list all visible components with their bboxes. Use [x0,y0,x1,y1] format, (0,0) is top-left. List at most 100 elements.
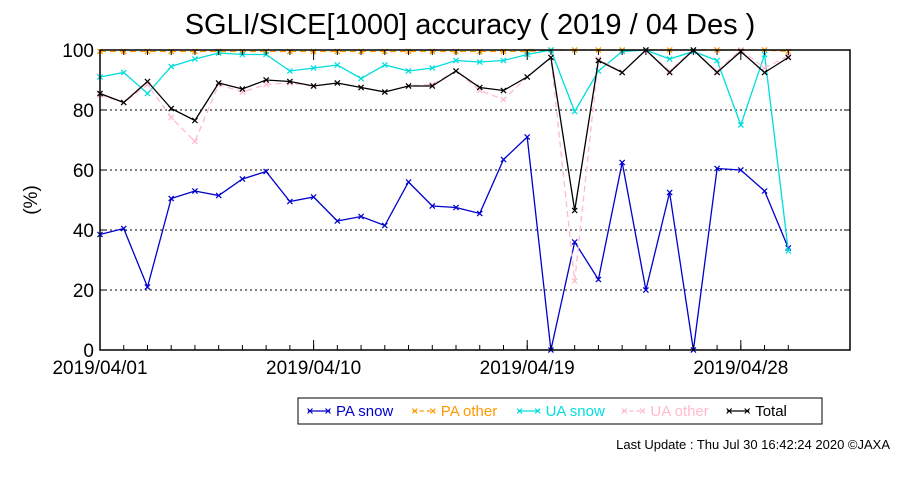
legend: PA snow PA other UA snow UA other Total [297,397,823,425]
data-point [358,84,365,91]
data-point [144,90,151,97]
series-line [99,49,789,252]
data-point [191,138,198,145]
legend-item: UA other [621,403,709,420]
data-point [168,105,175,112]
data-point [429,64,436,72]
data-point [476,58,483,66]
data-point [263,81,270,88]
data-point [168,114,175,121]
data-point [334,61,341,69]
data-point [191,117,198,124]
data-point [452,57,460,64]
data-point [452,67,460,75]
data-point [310,64,317,72]
legend-marker [639,408,646,414]
data-point [405,67,412,75]
data-point [737,166,744,174]
data-point [737,121,744,129]
y-tick-label: 0 [83,341,94,362]
data-point [168,63,175,70]
legend-item: PA snow [307,403,393,420]
y-tick-label: 20 [73,281,94,302]
series-pa-snow [96,133,792,354]
legend-item: UA snow [516,403,605,420]
axis-ticks: 0 20 40 60 80 100 2019/04/01 2019/04/10 2019/04/… [52,41,850,379]
data-point [334,217,341,225]
data-point [405,178,412,186]
data-point [547,54,554,61]
legend-label: UA snow [546,403,605,420]
legend-marker [325,408,331,414]
series-lines [96,46,792,354]
y-tick-label: 80 [73,101,94,122]
x-tick-label: 2019/04/10 [266,358,361,379]
data-point [239,175,246,183]
data-point [500,156,507,163]
legend-marker [744,408,751,414]
data-point [571,238,578,246]
data-point [761,64,768,72]
data-point [429,202,436,210]
legend-marker [429,408,436,414]
data-point [571,277,578,285]
data-point [429,82,436,90]
data-point [358,213,365,220]
data-point [524,73,531,81]
data-point [334,79,341,87]
data-point [500,57,507,64]
data-point [571,108,578,115]
data-point [144,283,151,291]
y-tick-label: 40 [73,221,94,242]
data-point [785,54,792,61]
data-point [761,69,768,76]
data-point [595,57,602,64]
legend-label: UA other [650,403,708,420]
data-point [358,75,365,82]
data-point [714,67,721,75]
data-point [144,78,151,85]
data-point [263,76,270,84]
legend-marker [534,408,541,414]
data-point [500,96,507,103]
series-ua-other [96,46,792,285]
legend-label: Total [755,403,787,420]
data-point [286,67,293,75]
data-point [191,55,198,63]
legend-label: PA other [441,403,497,420]
x-tick-label: 2019/04/19 [480,358,575,379]
data-point [405,82,412,90]
data-point [595,276,602,283]
legend-marker [516,408,523,414]
data-point [310,82,317,90]
legend-label: PA snow [336,403,393,420]
legend-item: Total [726,403,787,420]
legend-marker [621,408,628,414]
chart-title: SGLI/SICE[1000] accuracy ( 2019 / 04 Des… [185,9,756,41]
y-axis-label: (%) [21,185,42,215]
data-point [666,69,673,76]
data-point [263,168,270,175]
data-point [714,165,721,172]
data-point [785,52,792,60]
data-point [310,193,317,201]
y-tick-label: 60 [73,161,94,182]
grid-lines [100,109,850,291]
data-point [381,222,388,229]
data-point [381,88,388,96]
series-line [99,135,789,351]
data-point [286,78,293,85]
data-point [452,204,460,211]
data-point [642,286,649,294]
data-point [619,159,626,166]
x-tick-label: 2019/04/28 [693,358,788,379]
data-point [785,247,792,255]
data-point [191,187,198,195]
data-point [524,133,531,141]
data-point [619,69,626,76]
data-point [666,67,673,75]
data-point [239,85,246,93]
data-point [666,55,673,63]
data-point [571,207,578,214]
